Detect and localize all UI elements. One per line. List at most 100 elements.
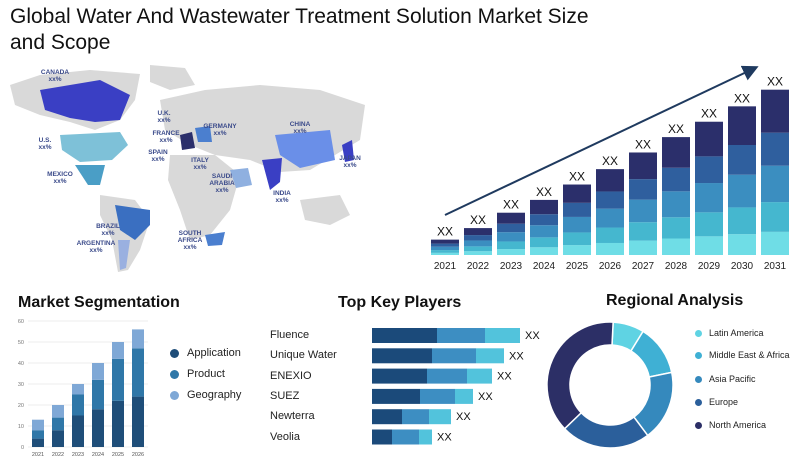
growth-bar-2023-layer-4	[497, 212, 525, 224]
player-name-fluence: Fluence	[270, 329, 310, 341]
south-africa-shape	[205, 232, 225, 246]
legend-product: Product	[170, 368, 241, 380]
seg-bar-2023-product	[72, 394, 84, 416]
growth-bar-2023-layer-3	[497, 223, 525, 233]
seg-bar-2024-application	[92, 409, 104, 447]
growth-bar-2021-layer-3	[431, 243, 459, 247]
growth-bar-2024-layer-0	[530, 247, 558, 255]
region-legend-label: Latin America	[709, 328, 764, 338]
seg-y-tick-60: 60	[18, 319, 24, 325]
growth-bar-2026-layer-4	[596, 169, 624, 192]
growth-bar-2024-layer-1	[530, 237, 558, 248]
seg-x-tick-2022: 2022	[52, 452, 64, 458]
growth-bar-2031-layer-4	[761, 89, 789, 133]
growth-bar-2025-layer-1	[563, 232, 591, 246]
growth-x-tick-2022: 2022	[467, 261, 490, 272]
growth-bar-2024-layer-4	[530, 199, 558, 215]
seg-bar-2025-product	[112, 358, 124, 401]
growth-bar-2031-layer-2	[761, 165, 789, 203]
growth-x-tick-2028: 2028	[665, 261, 688, 272]
germany-shape	[195, 126, 212, 142]
legend-application-dot	[170, 348, 179, 358]
seg-bar-2025-application	[112, 400, 124, 447]
player-bar-1-seg-2	[476, 348, 504, 364]
player-bar-4-seg-1	[402, 409, 429, 425]
growth-bar-2030-layer-2	[728, 174, 756, 208]
growth-bar-2030-layer-1	[728, 207, 756, 235]
growth-bar-2029-layer-0	[695, 236, 723, 255]
mexico-shape	[75, 165, 105, 185]
growth-bar-2023-layer-2	[497, 232, 525, 242]
seg-bar-2023-geography	[72, 384, 84, 395]
player-label-1: XX	[509, 350, 524, 362]
seg-y-tick-20: 20	[18, 403, 24, 409]
segmentation-title: Market Segmentation	[18, 294, 180, 311]
player-bar-5-seg-2	[419, 429, 432, 445]
player-label-2: XX	[497, 371, 512, 383]
map-label-canada: CANADA xx%	[41, 69, 69, 83]
player-bar-3-seg-2	[455, 388, 473, 404]
seg-bar-2024-product	[92, 379, 104, 410]
growth-bar-2029-layer-3	[695, 156, 723, 184]
growth-bar-2025-layer-4	[563, 184, 591, 203]
growth-x-tick-2024: 2024	[533, 261, 556, 272]
player-bar-0-seg-0	[372, 328, 437, 343]
player-label-4: XX	[456, 411, 471, 423]
seg-x-tick-2024: 2024	[92, 452, 104, 458]
growth-bar-2029-layer-1	[695, 212, 723, 237]
growth-x-tick-2030: 2030	[731, 261, 754, 272]
seg-bar-2021-application	[32, 438, 44, 447]
seg-x-tick-2021: 2021	[32, 452, 44, 458]
china-shape	[275, 130, 335, 168]
growth-bar-2027-layer-1	[629, 222, 657, 241]
player-bar-5-seg-0	[372, 429, 392, 445]
us-shape	[60, 132, 128, 162]
growth-x-tick-2021: 2021	[434, 261, 457, 272]
map-label-mexico: MEXICO xx%	[47, 171, 73, 185]
legend-application-label: Application	[187, 347, 241, 359]
seg-x-tick-2026: 2026	[132, 452, 144, 458]
growth-bar-2022-layer-1	[464, 246, 492, 252]
growth-bar-2028-layer-4	[662, 137, 690, 168]
growth-bar-2030-layer-3	[728, 144, 756, 175]
growth-bar-2027-layer-2	[629, 199, 657, 223]
growth-bar-2026-layer-1	[596, 227, 624, 243]
player-name-enexio: ENEXIO	[270, 369, 312, 382]
growth-x-tick-2026: 2026	[599, 261, 622, 272]
legend-product-label: Product	[187, 368, 225, 380]
growth-bar-2028-layer-3	[662, 167, 690, 192]
map-label-u-k-: U.K. xx%	[157, 110, 170, 124]
canada-shape	[40, 80, 130, 122]
regional-donut	[546, 321, 674, 449]
seg-y-tick-30: 30	[18, 382, 24, 388]
growth-bar-2026-layer-0	[596, 242, 624, 255]
page-title: Global Water And Wastewater Treatment So…	[10, 5, 589, 54]
growth-bar-2028-layer-0	[662, 238, 690, 255]
growth-bar-label-2023: XX	[503, 198, 519, 212]
player-bar-5-seg-1	[392, 429, 419, 445]
growth-bar-2027-layer-0	[629, 240, 657, 255]
growth-x-tick-2023: 2023	[500, 261, 523, 272]
argentina-shape	[118, 240, 130, 270]
growth-bar-2021-layer-4	[431, 239, 459, 244]
player-bar-0-seg-1	[437, 328, 485, 343]
player-bar-0-seg-2	[485, 328, 520, 343]
region-legend-asia-pacific: Asia Pacific	[695, 374, 795, 385]
growth-bar-label-2027: XX	[635, 137, 651, 151]
player-bar-3-seg-1	[420, 388, 455, 404]
growth-bar-label-2031: XX	[767, 75, 783, 89]
map-label-brazil: BRAZIL xx%	[96, 223, 120, 237]
player-label-3: XX	[478, 391, 493, 403]
region-legend-dot	[695, 422, 702, 429]
region-legend-dot	[695, 330, 702, 337]
region-legend-europe: Europe	[695, 397, 795, 408]
legend-geography-label: Geography	[187, 389, 242, 401]
growth-bar-2021-layer-0	[431, 252, 459, 255]
legend-product-dot	[170, 369, 179, 379]
player-bar-1-seg-0	[372, 348, 432, 364]
growth-x-tick-2031: 2031	[764, 261, 787, 272]
growth-bar-2023-layer-0	[497, 249, 525, 255]
player-bar-2-seg-2	[467, 368, 492, 384]
key-players-title: Top Key Players	[338, 294, 462, 311]
